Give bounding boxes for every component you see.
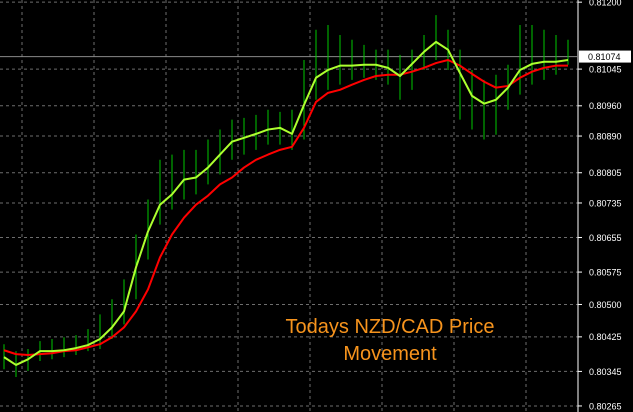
y-tick-label: 0.80425 bbox=[589, 332, 622, 342]
y-tick-label: 0.80575 bbox=[589, 267, 622, 277]
current-price-label: 0.81074 bbox=[588, 52, 621, 62]
moving-average-line bbox=[3, 40, 569, 366]
y-tick-label: 0.81045 bbox=[589, 64, 622, 74]
annotation: Todays NZD/CAD Price Movement bbox=[285, 316, 495, 365]
y-tick-label: 0.80805 bbox=[589, 168, 622, 178]
y-tick-label: 0.80345 bbox=[589, 367, 622, 377]
y-tick-label: 0.80265 bbox=[589, 401, 622, 411]
y-tick-label: 0.80500 bbox=[589, 300, 622, 310]
y-tick-label: 0.81200 bbox=[589, 0, 622, 8]
current-price-box bbox=[579, 50, 631, 63]
y-tick-label: 0.80735 bbox=[589, 198, 622, 208]
y-tick-label: 0.80655 bbox=[589, 233, 622, 243]
y-tick-label: 0.80960 bbox=[589, 101, 622, 111]
moving-average-line bbox=[3, 59, 568, 356]
y-tick-label: 0.80890 bbox=[589, 131, 622, 141]
